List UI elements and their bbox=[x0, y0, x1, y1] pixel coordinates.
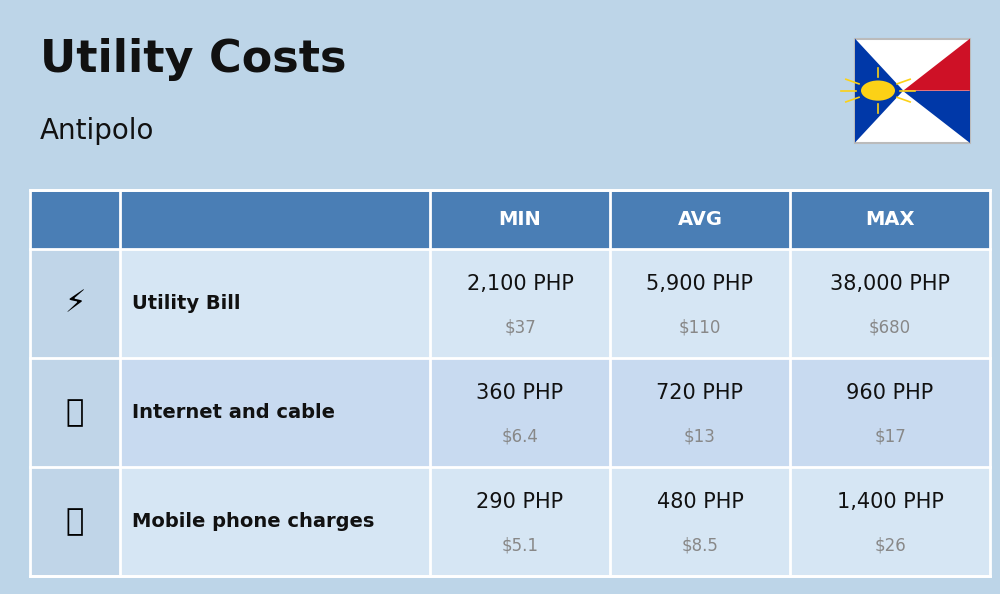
Text: 1,400 PHP: 1,400 PHP bbox=[837, 492, 943, 512]
FancyBboxPatch shape bbox=[30, 467, 120, 576]
Polygon shape bbox=[903, 90, 970, 143]
Text: 📡: 📡 bbox=[66, 399, 84, 427]
FancyBboxPatch shape bbox=[30, 358, 120, 467]
Text: 38,000 PHP: 38,000 PHP bbox=[830, 274, 950, 295]
Text: 360 PHP: 360 PHP bbox=[476, 383, 564, 403]
Text: $17: $17 bbox=[874, 428, 906, 446]
Text: MAX: MAX bbox=[865, 210, 915, 229]
Text: Mobile phone charges: Mobile phone charges bbox=[132, 512, 374, 531]
Text: $13: $13 bbox=[684, 428, 716, 446]
Text: $6.4: $6.4 bbox=[502, 428, 538, 446]
Text: 720 PHP: 720 PHP bbox=[656, 383, 744, 403]
Text: $26: $26 bbox=[874, 537, 906, 555]
FancyBboxPatch shape bbox=[30, 249, 990, 358]
Text: $680: $680 bbox=[869, 319, 911, 337]
Text: Antipolo: Antipolo bbox=[40, 116, 154, 145]
Text: 290 PHP: 290 PHP bbox=[476, 492, 564, 512]
FancyBboxPatch shape bbox=[855, 39, 970, 143]
Text: MIN: MIN bbox=[499, 210, 541, 229]
Text: 480 PHP: 480 PHP bbox=[657, 492, 743, 512]
Text: AVG: AVG bbox=[678, 210, 722, 229]
Text: 5,900 PHP: 5,900 PHP bbox=[646, 274, 754, 295]
Text: $37: $37 bbox=[504, 319, 536, 337]
Text: Utility Costs: Utility Costs bbox=[40, 38, 347, 81]
Text: 2,100 PHP: 2,100 PHP bbox=[467, 274, 573, 295]
FancyBboxPatch shape bbox=[30, 249, 120, 358]
FancyBboxPatch shape bbox=[30, 467, 990, 576]
Polygon shape bbox=[855, 39, 903, 143]
Text: $5.1: $5.1 bbox=[502, 537, 538, 555]
Text: Internet and cable: Internet and cable bbox=[132, 403, 335, 422]
Circle shape bbox=[861, 80, 895, 100]
Text: $110: $110 bbox=[679, 319, 721, 337]
Text: 960 PHP: 960 PHP bbox=[846, 383, 934, 403]
FancyBboxPatch shape bbox=[30, 190, 990, 249]
Text: 📱: 📱 bbox=[66, 507, 84, 536]
Polygon shape bbox=[903, 39, 970, 90]
Text: $8.5: $8.5 bbox=[682, 537, 718, 555]
Text: ⚡: ⚡ bbox=[64, 289, 86, 318]
Text: Utility Bill: Utility Bill bbox=[132, 295, 240, 314]
FancyBboxPatch shape bbox=[30, 358, 990, 467]
